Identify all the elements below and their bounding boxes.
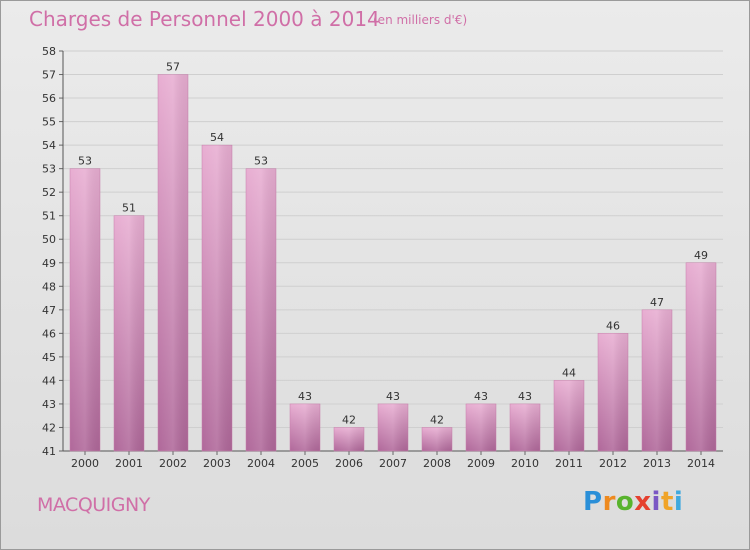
x-tick-label: 2012 — [599, 457, 627, 470]
bar-highlight — [598, 333, 628, 451]
x-tick-label: 2009 — [467, 457, 495, 470]
bar-highlight — [290, 403, 320, 451]
data-label: 43 — [386, 390, 400, 403]
y-tick-label: 54 — [42, 139, 56, 152]
bar-highlight — [114, 215, 144, 451]
y-tick-label: 52 — [42, 186, 56, 199]
chart-title: Charges de Personnel 2000 à 2014 — [29, 7, 380, 31]
y-tick-label: 46 — [42, 327, 56, 340]
bar-highlight — [510, 403, 540, 451]
data-label: 53 — [254, 155, 268, 168]
y-tick-label: 47 — [42, 304, 56, 317]
data-label: 42 — [430, 413, 444, 426]
bar-highlight — [246, 168, 276, 451]
x-tick-label: 2001 — [115, 457, 143, 470]
x-tick-label: 2006 — [335, 457, 363, 470]
data-label: 54 — [210, 131, 224, 144]
x-tick-label: 2010 — [511, 457, 539, 470]
y-tick-label: 50 — [42, 233, 56, 246]
data-label: 44 — [562, 366, 576, 379]
y-tick-label: 45 — [42, 351, 56, 364]
bar-highlight — [70, 168, 100, 451]
bar-highlight — [378, 403, 408, 451]
y-tick-label: 53 — [42, 163, 56, 176]
y-tick-label: 48 — [42, 280, 56, 293]
x-tick-label: 2011 — [555, 457, 583, 470]
x-tick-label: 2014 — [687, 457, 715, 470]
bar-highlight — [158, 74, 188, 451]
y-tick-label: 57 — [42, 69, 56, 82]
x-tick-label: 2003 — [203, 457, 231, 470]
data-label: 51 — [122, 202, 136, 215]
y-tick-label: 56 — [42, 92, 56, 105]
y-tick-label: 42 — [42, 421, 56, 434]
bar-highlight — [202, 145, 232, 451]
x-tick-label: 2005 — [291, 457, 319, 470]
data-label: 43 — [474, 390, 488, 403]
data-label: 47 — [650, 296, 664, 309]
bar-highlight — [334, 427, 364, 451]
y-tick-label: 55 — [42, 116, 56, 129]
y-tick-label: 58 — [42, 45, 56, 58]
bar-highlight — [642, 309, 672, 451]
x-tick-label: 2008 — [423, 457, 451, 470]
y-tick-label: 43 — [42, 398, 56, 411]
x-tick-label: 2000 — [71, 457, 99, 470]
data-label: 43 — [518, 390, 532, 403]
x-tick-label: 2013 — [643, 457, 671, 470]
place-name: MACQUIGNY — [37, 494, 150, 516]
y-tick-label: 44 — [42, 374, 56, 387]
chart-subtitle: (en milliers d'€) — [373, 13, 468, 27]
y-tick-label: 49 — [42, 257, 56, 270]
data-label: 43 — [298, 390, 312, 403]
bar-highlight — [686, 262, 716, 451]
y-tick-label: 51 — [42, 210, 56, 223]
x-tick-label: 2004 — [247, 457, 275, 470]
x-tick-label: 2007 — [379, 457, 407, 470]
bar-highlight — [554, 380, 584, 451]
data-label: 49 — [694, 249, 708, 262]
x-tick-label: 2002 — [159, 457, 187, 470]
data-label: 53 — [78, 155, 92, 168]
bar-highlight — [422, 427, 452, 451]
bar-highlight — [466, 403, 496, 451]
proxiti-logo: Proxiti — [583, 487, 684, 517]
data-label: 42 — [342, 413, 356, 426]
y-tick-label: 41 — [42, 445, 56, 458]
data-label: 57 — [166, 61, 180, 74]
data-label: 46 — [606, 319, 620, 332]
